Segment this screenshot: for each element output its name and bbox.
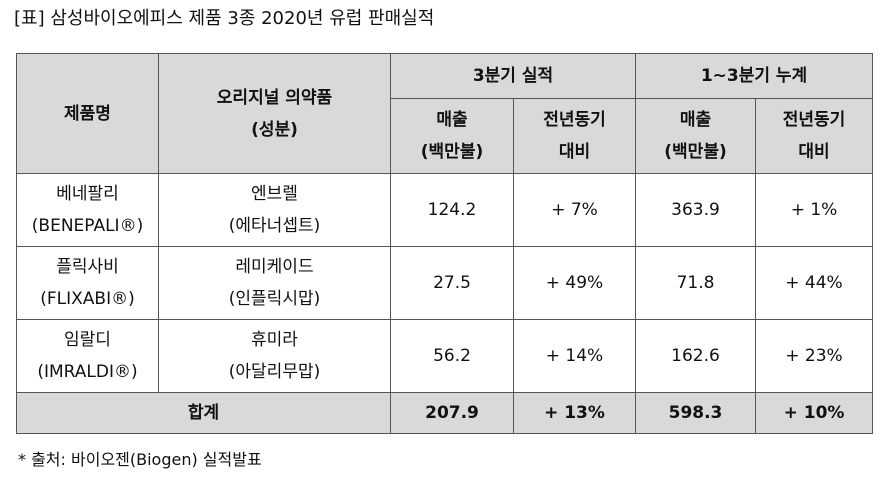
original-drug-cell: 레미케이드 (인플릭시맙) [158, 246, 391, 320]
q3-sales-cell: 56.2 [390, 319, 514, 393]
product-name: 임랄디 [64, 330, 111, 350]
original-drug-name: 휴미라 [251, 330, 298, 350]
total-q3-sales: 207.9 [390, 392, 514, 434]
ingredient-name: (아달리무맙) [228, 362, 321, 382]
ytd-yoy-cell: + 23% [754, 319, 874, 393]
product-english-name: (FLIXABI®) [40, 289, 135, 309]
header-ytd-group: 1~3분기 누계 [634, 53, 874, 99]
header-q3-yoy-label-2: 대비 [558, 142, 591, 162]
header-ytd-yoy: 전년동기 대비 [754, 98, 874, 174]
header-original-drug-label: 오리지널 의약품 [216, 87, 333, 108]
ytd-sales-cell: 363.9 [635, 173, 756, 247]
header-q3-sales-unit: (백만불) [420, 142, 484, 162]
header-original-drug: 오리지널 의약품 (성분) [158, 53, 391, 174]
product-name: 베네팔리 [56, 184, 119, 204]
total-row: 합계 207.9 + 13% 598.3 + 10% [16, 392, 874, 434]
ingredient-name: (인플릭시맙) [228, 289, 321, 309]
header-product-name: 제품명 [16, 53, 159, 174]
header-ytd-sales: 매출 (백만불) [635, 98, 756, 174]
product-english-name: (IMRALDI®) [37, 362, 138, 382]
table-caption: [표] 삼성바이오에피스 제품 3종 2020년 유럽 판매실적 [14, 8, 435, 29]
header-q3-sales-label: 매출 [436, 110, 468, 130]
header-ytd-yoy-label-2: 대비 [798, 142, 830, 162]
ytd-yoy-cell: + 1% [754, 173, 874, 247]
product-english-name: (BENEPALI®) [31, 216, 144, 236]
header-row-2: 매출 (백만불) 전년동기 대비 매출 (백만불) 전년동기 대비 [17, 98, 874, 174]
table-row: 베네팔리 (BENEPALI®) 엔브렐 (에타너셉트) 124.2 + 7% … [16, 173, 874, 247]
ytd-sales-cell: 162.6 [635, 319, 756, 393]
header-ytd-sales-unit: (백만불) [664, 142, 727, 162]
header-ytd-yoy-label: 전년동기 [782, 110, 846, 130]
product-cell: 베네팔리 (BENEPALI®) [16, 173, 159, 247]
q3-sales-cell: 27.5 [390, 246, 514, 320]
q3-yoy-cell: + 49% [513, 246, 636, 320]
total-label: 합계 [16, 392, 391, 434]
total-ytd-sales: 598.3 [635, 392, 756, 434]
product-cell: 임랄디 (IMRALDI®) [16, 319, 159, 393]
ytd-yoy-cell: + 44% [754, 246, 874, 320]
original-drug-name: 엔브렐 [251, 184, 298, 204]
product-name: 플릭사비 [56, 257, 119, 277]
original-drug-cell: 휴미라 (아달리무맙) [158, 319, 391, 393]
q3-sales-cell: 124.2 [390, 173, 514, 247]
header-row-1: 제품명 오리지널 의약품 (성분) 3분기 실적 1~3분기 누계 [16, 53, 874, 174]
header-ingredient-label: (성분) [251, 119, 298, 140]
total-ytd-yoy: + 10% [754, 392, 874, 434]
header-q3-yoy: 전년동기 대비 [513, 98, 636, 174]
product-cell: 플릭사비 (FLIXABI®) [16, 246, 159, 320]
header-q3-sales: 매출 (백만불) [390, 98, 514, 174]
total-q3-yoy: + 13% [513, 392, 636, 434]
original-drug-cell: 엔브렐 (에타너셉트) [158, 173, 391, 247]
table-row: 임랄디 (IMRALDI®) 휴미라 (아달리무맙) 56.2 + 14% 16… [16, 319, 874, 393]
q3-yoy-cell: + 14% [513, 319, 636, 393]
header-ytd-sales-label: 매출 [679, 110, 712, 130]
q3-yoy-cell: + 7% [513, 173, 636, 247]
original-drug-name: 레미케이드 [235, 257, 314, 277]
ytd-sales-cell: 71.8 [635, 246, 756, 320]
header-q3-group: 3분기 실적 [390, 53, 636, 99]
table-row: 플릭사비 (FLIXABI®) 레미케이드 (인플릭시맙) 27.5 + 49%… [16, 246, 874, 320]
sales-table: 제품명 오리지널 의약품 (성분) 3분기 실적 1~3분기 누계 매출 (백만… [16, 53, 874, 434]
source-footnote: * 출처: 바이오젠(Biogen) 실적발표 [18, 450, 262, 469]
ingredient-name: (에타너셉트) [228, 216, 321, 236]
header-q3-yoy-label: 전년동기 [543, 110, 606, 130]
